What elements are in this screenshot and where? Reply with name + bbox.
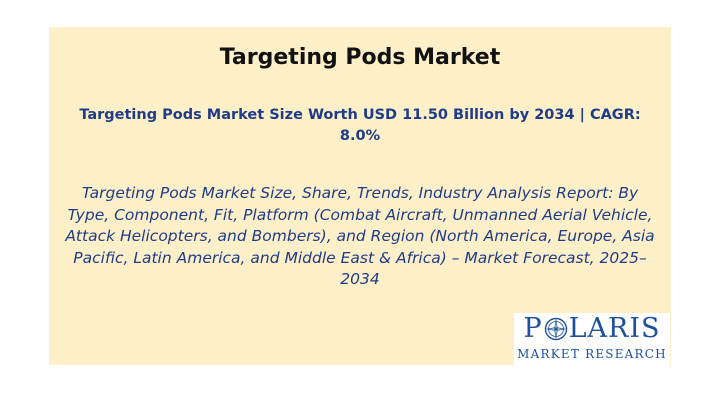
slide-title: Targeting Pods Market [219,45,501,70]
logo-word-end: LARIS [568,313,661,344]
logo-word-start: P [523,313,543,344]
compass-star-icon [544,317,567,341]
logo-tagline: MARKET RESEARCH [517,347,667,361]
content-panel: Targeting Pods Market Targeting Pods Mar… [49,27,671,365]
polaris-logo: P LARIS MARKET RESEARCH [514,313,670,365]
market-size-headline: Targeting Pods Market Size Worth USD 11.… [79,107,641,144]
logo-wordmark: P LARIS [517,314,667,344]
report-description: Targeting Pods Market Size, Share, Trend… [65,184,655,288]
